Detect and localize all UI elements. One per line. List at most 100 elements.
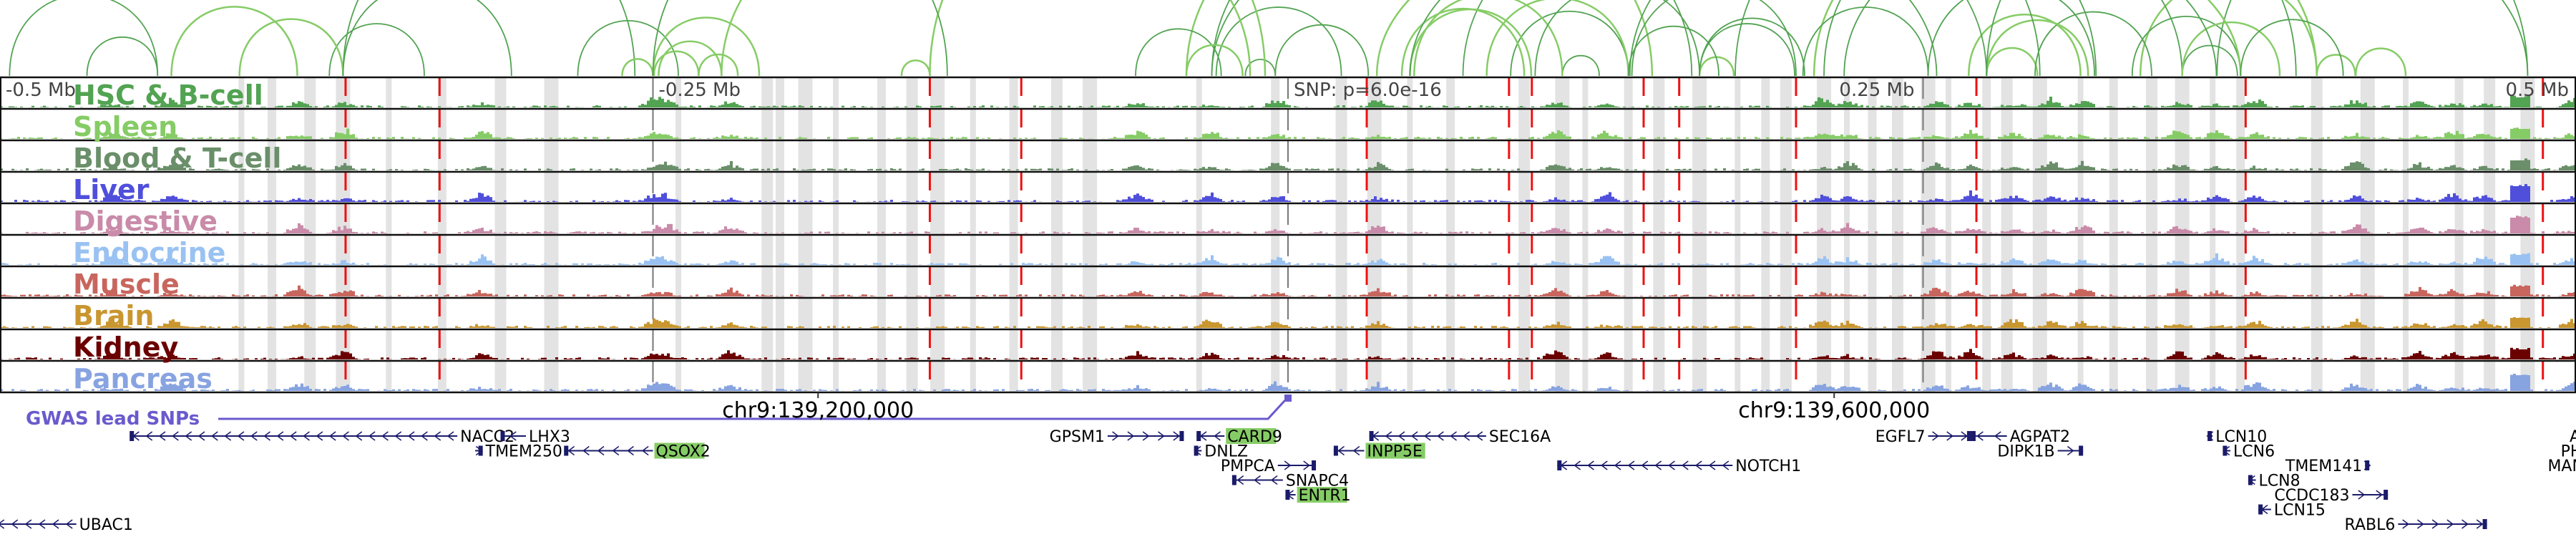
gene-tmem250[interactable]: TMEM250 <box>475 443 562 461</box>
strand-chevron <box>328 431 336 441</box>
gene-label[interactable]: CARD9 <box>1227 428 1282 446</box>
strand-chevron <box>52 519 59 529</box>
strand-chevron <box>2446 519 2454 529</box>
gene-notch1[interactable]: NOTCH1 <box>1557 458 1801 475</box>
gene-label[interactable]: PMPCA <box>1221 458 1275 475</box>
gene-egfl7[interactable]: EGFL7 <box>1875 428 1971 446</box>
strand-chevron <box>1236 475 1244 485</box>
strand-chevron <box>1112 431 1119 441</box>
gene-pmpca[interactable]: PMPCA <box>1221 458 1317 475</box>
gene-exon <box>2258 504 2263 515</box>
strand-chevron <box>582 445 590 456</box>
gene-rabl6[interactable]: RABL6 <box>2345 516 2487 534</box>
strand-chevron <box>1463 431 1470 441</box>
gene-gpsm1[interactable]: GPSM1 <box>1050 428 1184 446</box>
strand-chevron <box>342 431 349 441</box>
gene-lcn6[interactable]: LCN6 <box>2223 443 2275 461</box>
gene-label[interactable]: LHX3 <box>529 428 570 446</box>
gene-label[interactable]: INPP5E <box>1367 443 1423 461</box>
strand-chevron <box>316 431 323 441</box>
chromatin-loop-arc <box>2181 21 2281 77</box>
strand-chevron <box>434 431 441 441</box>
strand-chevron <box>2431 519 2439 529</box>
strand-chevron <box>1127 431 1135 441</box>
gene-label[interactable]: NOTCH1 <box>1735 458 1801 475</box>
gene-label[interactable]: LCN6 <box>2233 443 2275 461</box>
strand-chevron <box>447 431 454 441</box>
gene-label[interactable]: CCDC183 <box>2274 487 2349 505</box>
gene-qsox2[interactable]: QSOX2 <box>564 442 711 461</box>
strand-chevron <box>1932 431 1939 441</box>
gene-exon <box>1557 460 1562 470</box>
strand-chevron <box>1352 445 1360 456</box>
strand-chevron <box>421 431 428 441</box>
gene-agpat2[interactable]: AGPAT2 <box>1971 428 2070 446</box>
gene-inpp5e[interactable]: INPP5E <box>1333 442 1425 461</box>
gene-tmem141[interactable]: TMEM141 <box>2285 458 2371 475</box>
gene-label[interactable]: LCN8 <box>2259 473 2301 490</box>
strand-chevron <box>65 519 73 529</box>
gene-label[interactable]: UBAC1 <box>79 516 133 534</box>
strand-chevron <box>158 431 166 441</box>
gene-lcn10[interactable]: LCN10 <box>2206 428 2268 446</box>
strand-chevron <box>355 431 363 441</box>
gene-ccdc183[interactable]: CCDC183 <box>2274 487 2389 505</box>
gene-label[interactable]: GPSM1 <box>1050 428 1105 446</box>
gene-label[interactable]: AGPAT2 <box>2010 428 2070 446</box>
strand-chevron <box>2376 490 2383 500</box>
gene-exon <box>500 431 505 441</box>
gene-dipk1b[interactable]: DIPK1B <box>1997 443 2084 461</box>
gene-lcn15[interactable]: LCN15 <box>2258 502 2326 520</box>
strand-chevron <box>1946 431 1954 441</box>
gene-lhx3[interactable]: LHX3 <box>500 428 570 446</box>
gene-label[interactable]: AJM1 <box>2570 428 2576 446</box>
gene-mamdc4[interactable]: MAMDC4 <box>2547 458 2576 475</box>
gene-exon <box>2365 460 2370 470</box>
gene-label[interactable]: RABL6 <box>2345 516 2396 534</box>
strand-chevron <box>250 431 258 441</box>
gene-phpt1[interactable]: PHPT1 <box>2561 443 2576 461</box>
chromatin-loop-arc <box>2131 15 2242 77</box>
gene-label[interactable]: ENTR1 <box>1299 487 1351 505</box>
gene-label[interactable]: NACC2 <box>460 428 514 446</box>
strand-chevron <box>1587 460 1594 470</box>
chromatin-loop-arc <box>2316 54 2356 77</box>
chromatin-loop-arc <box>1986 47 2039 77</box>
gene-lcn8[interactable]: LCN8 <box>2248 473 2301 490</box>
strand-chevron <box>1450 431 1457 441</box>
gene-label[interactable]: DIPK1B <box>1997 443 2054 461</box>
gene-label[interactable]: EGFL7 <box>1875 428 1926 446</box>
gene-entr1[interactable]: ENTR1 <box>1285 487 1351 505</box>
chromatin-loop-arc <box>621 58 654 77</box>
gwas-snp-marker[interactable] <box>1284 395 1292 402</box>
chromatin-loop-arc <box>1274 24 1370 77</box>
strand-chevron <box>1654 460 1662 470</box>
gene-label[interactable]: SEC16A <box>1489 428 1551 446</box>
gene-dnlz[interactable]: DNLZ <box>1194 443 1248 461</box>
chromatin-loop-arc <box>1215 6 1342 77</box>
gene-exon <box>1369 431 1374 441</box>
gene-label[interactable]: DNLZ <box>1204 443 1248 461</box>
gene-card9[interactable]: CARD9 <box>1196 428 1282 446</box>
gene-highlight-box <box>1226 428 1277 444</box>
strand-chevron <box>2476 519 2484 529</box>
track-label: Brain <box>73 300 154 332</box>
strand-chevron <box>1214 431 1221 441</box>
gene-ubac1[interactable]: UBAC1 <box>0 516 133 534</box>
gene-nacc2[interactable]: NACC2 <box>130 428 514 446</box>
strand-chevron <box>303 431 310 441</box>
gene-label[interactable]: PHPT1 <box>2561 443 2576 461</box>
gene-sec16a[interactable]: SEC16A <box>1369 428 1551 446</box>
gene-label[interactable]: TMEM250 <box>485 443 562 461</box>
gene-ajm1[interactable]: AJM1 <box>2570 428 2576 446</box>
accessibility-signals <box>0 95 2576 391</box>
strand-chevron <box>38 519 46 529</box>
gene-label[interactable]: LCN10 <box>2215 428 2267 446</box>
gene-label[interactable]: LCN15 <box>2274 502 2326 520</box>
strand-chevron <box>641 445 649 456</box>
gene-label[interactable]: MAMDC4 <box>2547 458 2576 475</box>
gene-exon <box>2482 519 2487 529</box>
gene-label[interactable]: TMEM141 <box>2285 458 2362 475</box>
gene-exon <box>130 431 135 441</box>
gene-label[interactable]: QSOX2 <box>656 443 711 461</box>
